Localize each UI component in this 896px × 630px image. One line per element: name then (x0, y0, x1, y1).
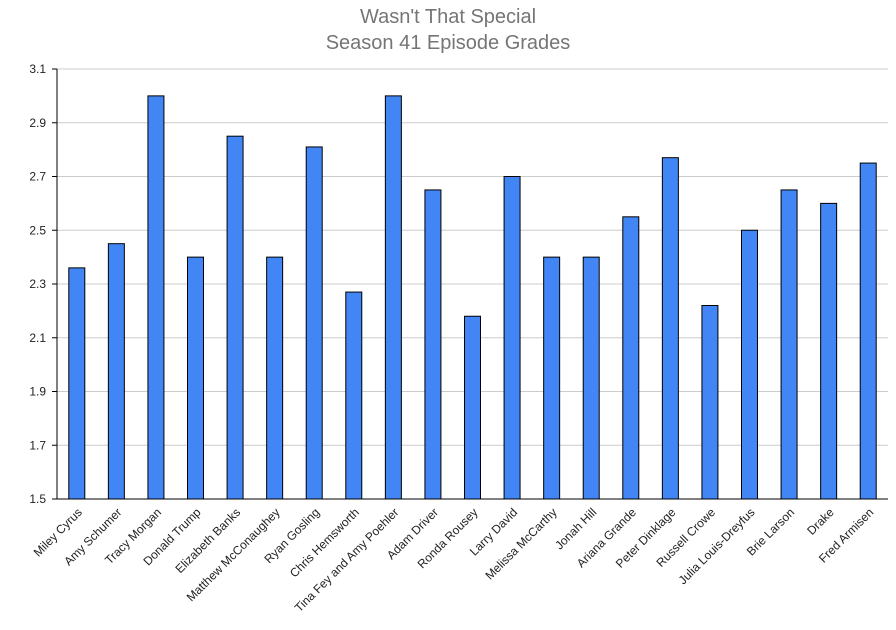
bar (424, 189, 442, 500)
bar (266, 256, 284, 500)
bar (543, 256, 561, 500)
bar (503, 176, 521, 500)
bar (226, 135, 244, 500)
y-tick-label: 2.9 (29, 116, 46, 130)
y-tick-label: 2.1 (29, 331, 46, 345)
bar (384, 95, 402, 500)
y-tick-label: 1.5 (29, 492, 46, 506)
y-tick-label: 1.9 (29, 385, 46, 399)
bar (701, 305, 719, 500)
y-tick-label: 3.1 (29, 62, 46, 76)
bar (345, 291, 363, 500)
chart-subtitle: Season 41 Episode Grades (325, 32, 571, 54)
bar (661, 157, 679, 500)
bar (107, 243, 125, 500)
chart-title: Wasn't That Special (359, 6, 537, 28)
bar (464, 315, 481, 500)
bar (741, 229, 758, 500)
bar (305, 146, 323, 500)
y-tick-label: 2.5 (29, 223, 46, 237)
bar (147, 95, 165, 500)
bar (859, 162, 877, 500)
x-tick-label: Drake (804, 505, 837, 538)
bar (68, 267, 86, 500)
x-tick-label: Melissa McCarthy (482, 505, 559, 582)
bar (622, 216, 640, 500)
bar (582, 256, 600, 500)
axes (52, 68, 888, 500)
bar (187, 256, 204, 500)
x-tick-label: Chris Hemsworth (287, 505, 362, 580)
y-tick-label: 2.3 (29, 277, 46, 291)
y-tick-labels: 1.5 1.7 1.9 2.1 2.3 2.5 2.7 2.9 3.1 (29, 62, 46, 506)
y-tick-label: 1.7 (29, 438, 46, 452)
bars (68, 95, 877, 500)
y-tick-label: 2.7 (29, 170, 46, 184)
bar (820, 202, 838, 500)
bar (780, 189, 798, 500)
